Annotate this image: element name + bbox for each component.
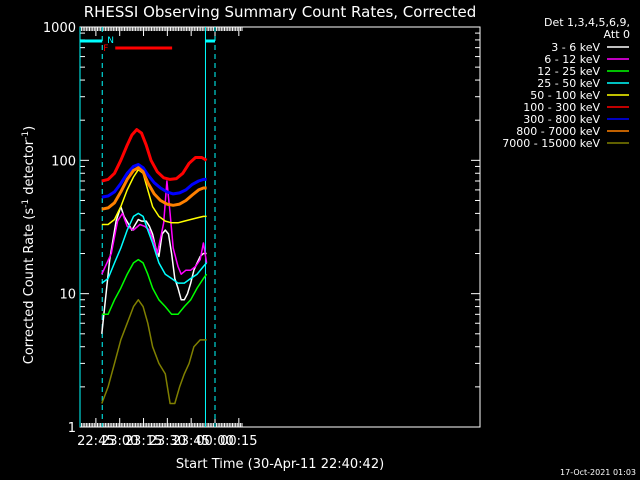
flare-flag-label: F (103, 44, 108, 54)
series-line (101, 166, 207, 211)
legend-label: 3 - 6 keV (551, 41, 600, 54)
series-line (101, 258, 208, 316)
x-tick-label: 22:45 (77, 434, 114, 449)
plot-border (79, 26, 481, 428)
y-axis-title: Corrected Count Rate (s-1 detector-1) (21, 126, 37, 364)
x-tick-label: 23:30 (149, 434, 186, 449)
legend-label: 300 - 800 keV (523, 113, 600, 126)
y-tick-label: 1000 (43, 21, 76, 36)
legend-label: 6 - 12 keV (544, 53, 600, 66)
observing-markers: FN (79, 27, 216, 427)
series-line (101, 180, 208, 275)
x-tick-label: 00:15 (220, 434, 257, 449)
series-lines (101, 128, 208, 405)
series-line (101, 128, 208, 183)
x-tick-label: 23:45 (172, 434, 209, 449)
y-axis: 1 10 100 1000 (43, 21, 480, 436)
legend-header-line-2: Att 0 (604, 28, 630, 41)
legend-header-line-1: Det 1,3,4,5,6,9, (544, 16, 630, 29)
series-line (101, 212, 208, 284)
y-tick-label: 100 (51, 154, 76, 169)
x-tick-label: 00:00 (196, 434, 233, 449)
series-line (101, 168, 207, 226)
legend-label: 12 - 25 keV (537, 65, 600, 78)
chart-title: RHESSI Observing Summary Count Rates, Co… (84, 3, 477, 21)
legend-label: 7000 - 15000 keV (502, 137, 600, 150)
legend-label: 50 - 100 keV (530, 89, 600, 102)
x-tick-label: 23:15 (125, 434, 162, 449)
y-tick-label: 1 (68, 421, 76, 436)
night-flag-label: N (107, 36, 114, 46)
legend-label: 25 - 50 keV (537, 77, 600, 90)
legend-label: 800 - 7000 keV (516, 125, 600, 138)
legend-label: 100 - 300 keV (523, 101, 600, 114)
footer-timestamp: 17-Oct-2021 01:03 (560, 468, 636, 477)
plot-frame (79, 26, 481, 428)
x-tick-label: 23:00 (101, 434, 138, 449)
y-tick-label: 10 (59, 288, 76, 303)
series-line (101, 299, 207, 405)
series-line (101, 163, 207, 199)
x-axis-title: Start Time (30-Apr-11 22:40:42) (176, 457, 384, 472)
